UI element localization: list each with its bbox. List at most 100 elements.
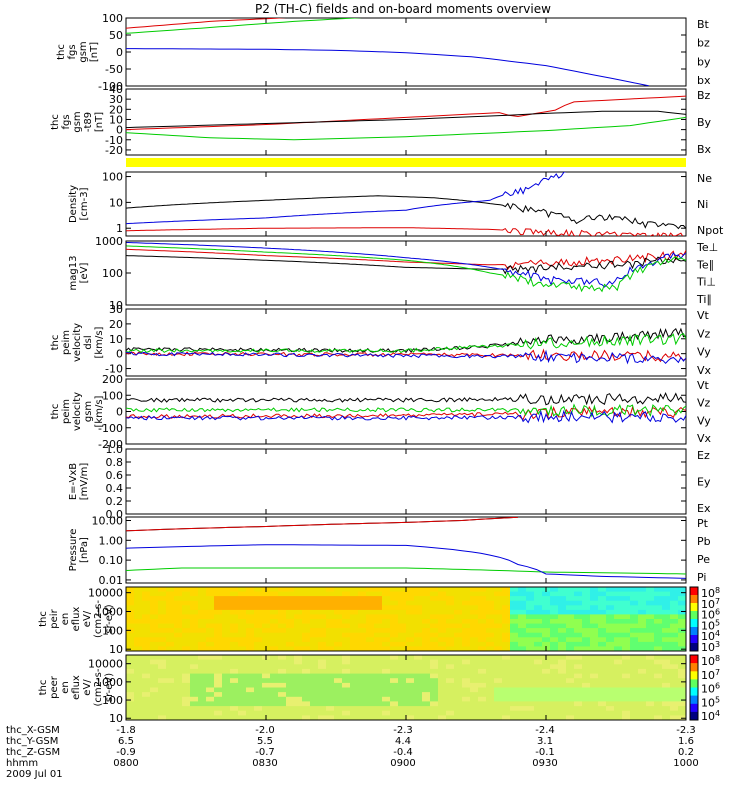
x-axis-value: -0.1 [535,747,555,758]
x-axis-value: -2.3 [393,725,413,736]
y-axis-label: peer [49,675,60,699]
y-axis-label: sr-eV) [104,604,115,633]
y-axis-label: velocity [72,323,83,362]
y-axis-label: fgs [67,44,78,59]
series-lines [126,95,686,141]
legend-entry: Pe [697,553,710,566]
legend-entry: Pb [697,535,711,548]
legend-entry: Ni [697,198,708,211]
y-tick-label: 100 [102,12,123,25]
y-axis-label: -t89 [83,112,94,132]
y-tick-label: 0.8 [106,456,124,469]
y-axis-label: eV/ [82,679,93,696]
y-axis-label: eflux [71,607,82,632]
legend-entry: Vy [697,414,711,427]
colorbar-tick-label: 108 [701,586,720,600]
chart-title: P2 (TH-C) fields and on-board moments ov… [255,2,551,16]
series-line-1 [126,327,686,354]
x-axis-value: 5.5 [257,736,273,747]
y-axis-label: Pressure [68,529,79,572]
series-line-4 [126,48,649,86]
y-tick-label: 10 [109,299,123,312]
colorbar-tick-label: 103 [701,640,720,654]
panel-frame [125,448,687,515]
y-tick-label: 20 [109,103,123,116]
series-line-1 [126,248,686,270]
legend-entry: Ez [697,449,710,462]
y-tick-label: 1.00 [99,534,124,547]
y-tick-label: 1000 [95,676,123,689]
date-label: 2009 Jul 01 [6,769,63,780]
series-line-3 [126,242,686,288]
y-tick-label: 100 [102,694,123,707]
y-tick-label: 0.0 [106,508,124,521]
colorbar-tick-label: 107 [701,668,720,682]
y-tick-label: 100 [102,389,123,402]
y-axis-label: gsm [78,41,89,62]
x-axis-row-label: thc_X-GSM [6,725,60,736]
y-axis-label: thc [56,44,67,60]
panel-4: 1000 100 10 mag13 [eV] Te⊥ Te∥ Ti⊥ Ti∥ [68,235,718,312]
panel-frame [125,88,687,156]
x-axis-value: -0.7 [255,747,275,758]
x-axis-value: 4.4 [395,736,411,747]
y-tick-label: 200 [102,373,123,386]
y-tick-label: 100 [102,171,123,184]
legend-entry: Ey [697,476,711,489]
y-axis-label: (cm2-s- [93,600,104,638]
y-tick-label: 1000 [95,606,123,619]
y-axis-label: en [60,681,71,694]
series-line-1 [126,95,686,131]
series-line-1 [126,227,684,236]
colorbar-tick-label: 108 [701,654,720,668]
x-axis-value: 0900 [390,758,415,769]
legend-entry: by [697,55,711,68]
y-axis-label: gsm [83,401,94,422]
x-axis-value: 6.5 [118,736,134,747]
y-axis-label: en [60,613,71,626]
y-tick-label: -100 [98,422,123,435]
x-axis-row-label: thc_Z-GSM [6,747,60,758]
panel-8: 10.00 1.00 0.10 0.01 Pressure [nPa] Pt Pb Pe Pi [68,514,711,586]
y-axis-label: [km/s] [94,395,105,427]
series-lines [126,327,686,365]
y-axis-label: [mV/m] [79,463,90,501]
series-line-3 [126,332,686,354]
x-axis-row-label: thc_Y-GSM [6,736,58,747]
x-axis-value: -0.9 [116,747,136,758]
y-tick-label: 0.01 [99,574,124,587]
series-line-2 [126,116,686,141]
legend-entry: Ti∥ [696,293,712,306]
y-axis-label: velocity [72,392,83,431]
legend-entry: Vx [697,364,712,377]
legend-entry: Npot [697,224,724,237]
y-tick-label: 0 [116,406,123,419]
series-line-2 [126,405,686,421]
series-line-4 [126,245,686,293]
legend-entry: bx [697,74,711,87]
y-tick-label: -100 [98,80,123,93]
y-tick-label: -50 [105,63,123,76]
series-line-2 [126,255,686,275]
series-lines [126,517,686,579]
y-axis-label: peim [61,399,72,424]
x-axis-row-label: hhmm [6,758,38,769]
y-tick-label: 50 [109,29,123,42]
y-axis-label: sr-eV) [104,673,115,702]
legend-entry: Bt [697,18,710,31]
x-axis-value: -2.0 [255,725,275,736]
legend-entry: Pt [697,517,709,530]
panel-frame [125,17,687,87]
x-axis-value: -2.3 [676,725,696,736]
panel-frame [125,171,687,237]
legend-entry: Ex [697,502,711,515]
y-tick-label: -10 [105,134,123,147]
legend-entry: Vx [697,432,712,445]
y-axis-label: fgs [61,114,72,129]
x-axis-table: thc_X-GSM -1.8 -2.0 -2.3 -2.4 -2.3 thc_Y-GSM 6.… [6,725,699,780]
y-tick-label: 0.10 [99,554,124,567]
